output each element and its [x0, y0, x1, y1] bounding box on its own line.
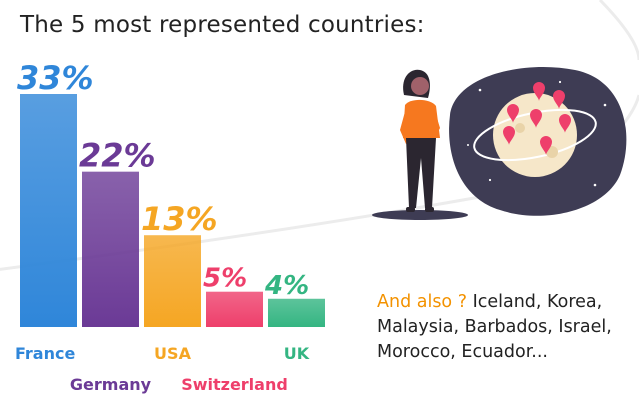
globe-icon [449, 67, 627, 216]
category-label-usa: USA [154, 344, 192, 363]
category-label-france: France [15, 344, 75, 363]
also-lead: And also ? [377, 292, 467, 312]
bar-chart: 33% France 22% Germany 13% USA 5% Switzerland 4%… [15, 59, 325, 394]
category-label-uk: UK [284, 344, 310, 363]
bar-switzerland [206, 291, 263, 327]
value-label-uk: 4% [264, 271, 309, 301]
value-label-france: 33% [17, 59, 94, 97]
value-label-germany: 22% [79, 137, 156, 175]
bar-uk [268, 298, 325, 327]
also-countries: Iceland, Korea, Malaysia, Barbados, Isra… [377, 292, 612, 362]
chart-title: The 5 most represented countries: [20, 12, 425, 38]
other-countries-text: And also ? Iceland, Korea, Malaysia, Bar… [377, 290, 632, 365]
category-label-germany: Germany [70, 375, 152, 394]
bar-germany [82, 171, 139, 327]
value-label-switzerland: 5% [203, 264, 247, 294]
illustration [372, 67, 627, 220]
map-pin-icon [503, 82, 571, 155]
bar-france [20, 94, 77, 327]
category-label-switzerland: Switzerland [181, 375, 288, 394]
bar-usa [144, 235, 201, 327]
value-label-usa: 13% [141, 200, 218, 238]
woman-icon [372, 69, 468, 220]
